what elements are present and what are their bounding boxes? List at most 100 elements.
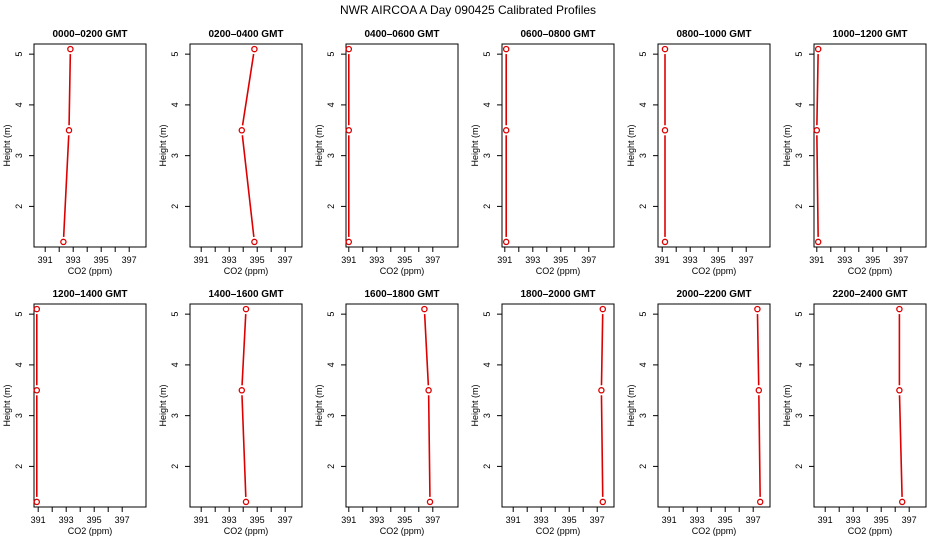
x-axis-label: CO2 (ppm) [536,526,581,536]
profile-panel: 0600–0800 GMT 391 393 395 397 2 3 4 5 CO2 (ppm) He… [470,29,615,276]
x-tick-label: 395 [562,515,577,525]
y-tick-label: 3 [14,413,24,418]
data-point [33,305,41,313]
data-point [345,127,353,134]
x-tick-label: 391 [662,515,677,525]
data-point [33,387,41,394]
y-axis-label: Height (m) [470,124,480,166]
panel-grid: 0000–0200 GMT 391 393 395 397 2 3 4 5 CO2 (ppm) He… [2,29,927,536]
y-tick-label: 2 [638,464,648,469]
plot-frame [189,303,303,508]
y-tick-label: 5 [794,312,804,317]
data-point [896,387,903,394]
x-axis-label: CO2 (ppm) [68,526,113,536]
x-axis-label: CO2 (ppm) [380,266,425,276]
x-tick-label: 391 [38,255,53,265]
profile-panel: 2000–2200 GMT 391 393 395 397 2 3 4 5 CO2 (ppm) He… [626,289,771,536]
x-tick-label: 391 [194,255,209,265]
y-tick-label: 4 [170,362,180,367]
y-tick-label: 5 [326,52,336,57]
x-axis-label: CO2 (ppm) [848,266,893,276]
plot-frame [813,303,927,508]
panel-title: 1600–1800 GMT [364,289,439,300]
panel-title: 0800–1000 GMT [676,29,751,40]
y-tick-label: 4 [638,102,648,107]
data-point [502,238,510,246]
x-tick-label: 391 [818,515,833,525]
data-point [345,45,353,53]
plot-frame [501,303,615,508]
profile-panel: 0000–0200 GMT 391 393 395 397 2 3 4 5 CO2 (ppm) He… [2,29,147,276]
x-axis-label: CO2 (ppm) [224,526,269,536]
profile-panel: 2200–2400 GMT 391 393 395 397 2 3 4 5 CO2 (ppm) He… [782,289,927,536]
y-tick-label: 4 [794,362,804,367]
data-point [33,498,41,506]
data-point [242,498,250,506]
profile-segment [241,53,255,126]
panel-title: 0200–0400 GMT [208,29,283,40]
panel-title: 0600–0800 GMT [520,29,595,40]
x-tick-label: 391 [31,515,46,525]
y-tick-label: 4 [326,362,336,367]
x-tick-label: 391 [497,255,512,265]
y-tick-label: 2 [326,204,336,209]
x-tick-label: 397 [278,515,293,525]
x-tick-label: 391 [341,255,356,265]
x-tick-label: 393 [525,255,540,265]
profile-segment [427,395,431,497]
y-tick-label: 3 [170,413,180,418]
data-point [242,305,250,313]
data-point [661,238,669,246]
x-tick-label: 393 [534,515,549,525]
y-axis-label: Height (m) [470,384,480,426]
y-axis-label: Height (m) [626,124,636,166]
y-tick-label: 2 [482,464,492,469]
plot-frame [33,43,147,248]
y-tick-label: 3 [638,153,648,158]
y-tick-label: 5 [170,312,180,317]
y-tick-label: 4 [326,102,336,107]
y-tick-label: 2 [14,204,24,209]
profile-segment [816,135,819,237]
x-tick-label: 391 [194,515,209,525]
y-tick-label: 3 [170,153,180,158]
profile-segment [600,395,604,497]
x-tick-label: 393 [837,255,852,265]
y-axis-label: Height (m) [314,124,324,166]
data-point [67,45,74,53]
profile-segment [898,395,903,497]
y-tick-label: 3 [638,413,648,418]
profile-panel: 0800–1000 GMT 391 393 395 397 2 3 4 5 CO2 (ppm) He… [626,29,771,276]
y-tick-label: 5 [638,52,648,57]
x-tick-label: 395 [250,255,265,265]
x-tick-label: 393 [683,255,698,265]
x-tick-label: 395 [874,515,889,525]
y-tick-label: 5 [794,52,804,57]
profile-segment [68,54,72,126]
x-tick-label: 397 [425,255,440,265]
data-point [756,498,764,506]
y-tick-label: 3 [326,153,336,158]
panel-title: 0400–0600 GMT [364,29,439,40]
y-tick-label: 2 [170,204,180,209]
y-tick-label: 4 [794,102,804,107]
x-axis-label: CO2 (ppm) [848,526,893,536]
data-point [251,238,258,246]
x-tick-label: 391 [655,255,670,265]
x-axis-label: CO2 (ppm) [224,266,269,276]
y-tick-label: 2 [638,204,648,209]
plot-frame [189,43,303,248]
y-axis-label: Height (m) [314,384,324,426]
panel-title: 1200–1400 GMT [52,289,127,300]
y-axis-label: Height (m) [158,384,168,426]
x-tick-label: 391 [809,255,824,265]
x-tick-label: 393 [690,515,705,525]
x-tick-label: 393 [846,515,861,525]
figure-title: NWR AIRCOA A Day 090425 Calibrated Profi… [340,3,596,17]
y-tick-label: 4 [170,102,180,107]
profile-segment [758,395,761,497]
data-point [661,127,669,134]
y-tick-label: 3 [482,153,492,158]
y-tick-label: 3 [794,153,804,158]
x-tick-label: 397 [746,515,761,525]
